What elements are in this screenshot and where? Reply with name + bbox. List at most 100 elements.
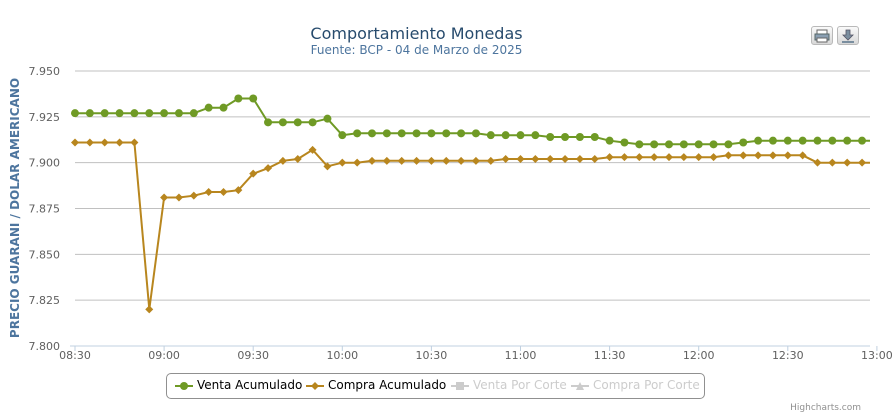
data-point[interactable] bbox=[650, 140, 659, 149]
data-point[interactable] bbox=[561, 133, 570, 141]
chart-credits[interactable]: Highcharts.com bbox=[790, 403, 861, 413]
data-point[interactable] bbox=[189, 109, 198, 118]
data-point[interactable] bbox=[382, 129, 391, 138]
data-point[interactable] bbox=[546, 155, 555, 163]
data-point[interactable] bbox=[575, 133, 584, 141]
data-point[interactable] bbox=[100, 109, 109, 118]
data-point[interactable] bbox=[145, 305, 154, 314]
data-point[interactable] bbox=[754, 151, 763, 160]
data-point[interactable] bbox=[798, 151, 807, 160]
data-point[interactable] bbox=[739, 151, 748, 160]
data-point[interactable] bbox=[694, 140, 703, 149]
data-point[interactable] bbox=[501, 155, 510, 163]
data-point[interactable] bbox=[338, 131, 347, 140]
data-point[interactable] bbox=[471, 129, 480, 138]
data-point[interactable] bbox=[308, 145, 317, 154]
data-point[interactable] bbox=[709, 140, 718, 149]
data-point[interactable] bbox=[308, 118, 317, 127]
data-point[interactable] bbox=[368, 156, 376, 165]
data-point[interactable] bbox=[590, 133, 599, 141]
data-point[interactable] bbox=[71, 138, 79, 147]
data-point[interactable] bbox=[813, 136, 822, 145]
data-point[interactable] bbox=[115, 138, 124, 147]
data-point[interactable] bbox=[427, 156, 436, 165]
data-point[interactable] bbox=[873, 159, 881, 167]
data-point[interactable] bbox=[813, 158, 822, 167]
data-point[interactable] bbox=[605, 136, 614, 145]
data-point[interactable] bbox=[204, 188, 213, 196]
data-point[interactable] bbox=[442, 156, 451, 165]
data-point[interactable] bbox=[293, 155, 302, 163]
data-point[interactable] bbox=[278, 156, 287, 165]
data-point[interactable] bbox=[174, 109, 183, 118]
data-point[interactable] bbox=[858, 136, 867, 145]
data-point[interactable] bbox=[650, 153, 659, 162]
data-point[interactable] bbox=[189, 191, 198, 200]
data-point[interactable] bbox=[635, 153, 644, 162]
data-point[interactable] bbox=[412, 129, 421, 138]
data-point[interactable] bbox=[605, 153, 614, 162]
data-point[interactable] bbox=[85, 109, 94, 118]
data-point[interactable] bbox=[234, 94, 243, 103]
data-point[interactable] bbox=[249, 94, 258, 103]
data-point[interactable] bbox=[768, 136, 777, 145]
data-point[interactable] bbox=[724, 140, 733, 149]
data-point[interactable] bbox=[888, 137, 893, 145]
data-point[interactable] bbox=[546, 133, 555, 141]
data-point[interactable] bbox=[471, 156, 480, 165]
data-point[interactable] bbox=[486, 156, 495, 165]
data-point[interactable] bbox=[160, 109, 169, 118]
data-point[interactable] bbox=[100, 138, 109, 147]
data-point[interactable] bbox=[457, 129, 466, 138]
data-point[interactable] bbox=[234, 186, 243, 195]
data-point[interactable] bbox=[888, 159, 893, 167]
data-point[interactable] bbox=[828, 158, 837, 167]
data-point[interactable] bbox=[264, 118, 273, 127]
data-point[interactable] bbox=[858, 158, 867, 167]
data-point[interactable] bbox=[783, 136, 792, 145]
data-point[interactable] bbox=[412, 156, 421, 165]
data-point[interactable] bbox=[204, 103, 213, 112]
data-point[interactable] bbox=[397, 129, 406, 138]
data-point[interactable] bbox=[516, 131, 525, 140]
data-point[interactable] bbox=[249, 169, 258, 178]
data-point[interactable] bbox=[620, 153, 629, 162]
data-point[interactable] bbox=[71, 109, 79, 118]
data-point[interactable] bbox=[754, 136, 763, 145]
data-point[interactable] bbox=[486, 131, 495, 140]
data-point[interactable] bbox=[115, 109, 124, 118]
data-point[interactable] bbox=[679, 153, 688, 162]
data-point[interactable] bbox=[724, 151, 733, 160]
data-point[interactable] bbox=[828, 136, 837, 145]
data-point[interactable] bbox=[85, 138, 94, 147]
data-point[interactable] bbox=[278, 118, 287, 127]
data-point[interactable] bbox=[382, 156, 391, 165]
data-point[interactable] bbox=[843, 136, 852, 145]
data-point[interactable] bbox=[145, 109, 154, 118]
data-point[interactable] bbox=[665, 153, 673, 162]
data-point[interactable] bbox=[783, 151, 792, 160]
data-point[interactable] bbox=[353, 158, 362, 167]
data-point[interactable] bbox=[768, 151, 777, 160]
data-point[interactable] bbox=[843, 158, 852, 167]
data-point[interactable] bbox=[739, 138, 748, 147]
data-point[interactable] bbox=[665, 140, 673, 149]
data-point[interactable] bbox=[590, 155, 599, 163]
print-button[interactable] bbox=[811, 26, 833, 45]
data-point[interactable] bbox=[130, 138, 139, 147]
data-point[interactable] bbox=[353, 129, 362, 138]
data-point[interactable] bbox=[427, 129, 436, 138]
data-point[interactable] bbox=[635, 140, 644, 149]
data-point[interactable] bbox=[293, 118, 302, 127]
data-point[interactable] bbox=[264, 164, 273, 173]
data-point[interactable] bbox=[575, 155, 584, 163]
data-point[interactable] bbox=[457, 156, 466, 165]
data-point[interactable] bbox=[516, 155, 525, 163]
data-point[interactable] bbox=[368, 129, 376, 138]
data-point[interactable] bbox=[130, 109, 139, 118]
data-point[interactable] bbox=[679, 140, 688, 149]
data-point[interactable] bbox=[397, 156, 406, 165]
data-point[interactable] bbox=[694, 153, 703, 162]
data-point[interactable] bbox=[531, 131, 540, 140]
data-point[interactable] bbox=[709, 153, 718, 162]
